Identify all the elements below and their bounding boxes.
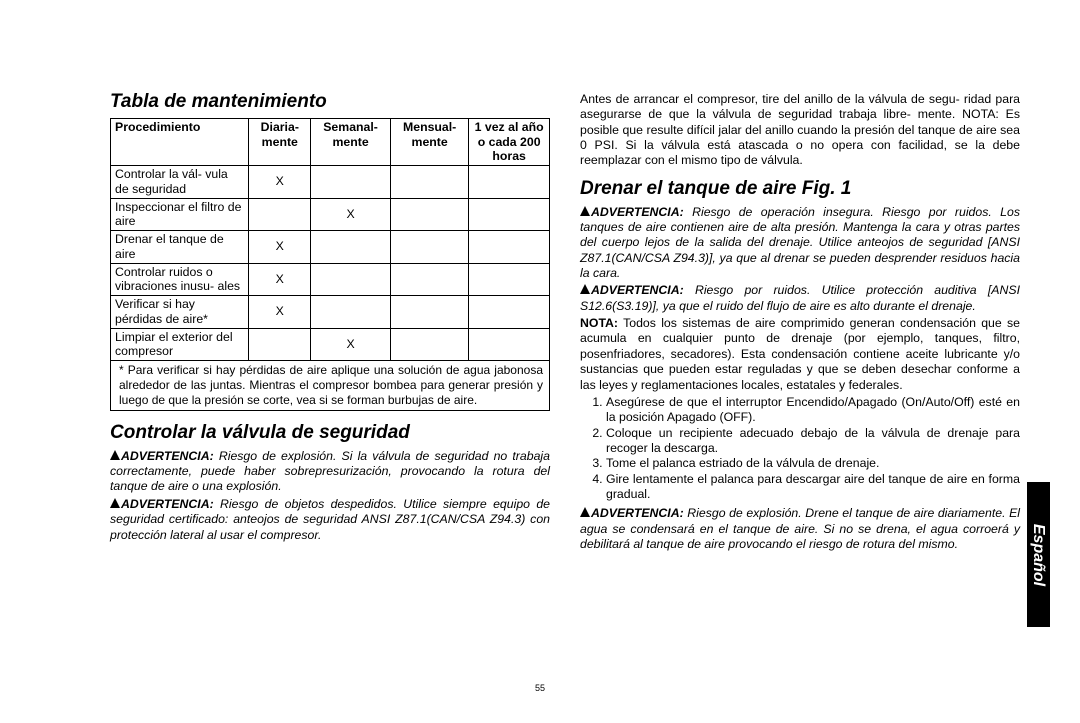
warning-label: ADVERTENCIA: (121, 497, 214, 511)
cell-weekly: X (311, 198, 391, 231)
table-row: Controlar ruidos o vibraciones inusu- al… (111, 263, 550, 296)
warning-icon (110, 498, 120, 508)
table-row: Controlar la vál- vula de seguridadX (111, 166, 550, 199)
warning-r3: ADVERTENCIA: Riesgo de explosión. Drene … (580, 506, 1020, 552)
table-row: Inspeccionar el filtro de aire X (111, 198, 550, 231)
page-number: 55 (0, 683, 1080, 693)
left-column: Tabla de mantenimiento Procedimiento Dia… (110, 90, 550, 554)
list-item: Tome el palanca estriado de la válvula d… (606, 456, 1020, 471)
th-mensual: Mensual- mente (390, 118, 468, 165)
cell-monthly (390, 328, 468, 361)
warning-icon (580, 206, 590, 216)
list-item: Asegúrese de que el interruptor Encendid… (606, 395, 1020, 426)
cell-yearly (469, 263, 550, 296)
th-procedimiento: Procedimiento (111, 118, 249, 165)
cell-proc: Drenar el tanque de aire (111, 231, 249, 264)
cell-yearly (469, 231, 550, 264)
warning-r2: ADVERTENCIA: Riesgo por ruidos. Utilice … (580, 283, 1020, 314)
cell-proc: Limpiar el exterior del compresor (111, 328, 249, 361)
nota-text: Todos los sistemas de aire comprimido ge… (580, 316, 1020, 391)
table-row: Limpiar el exterior del compresor X (111, 328, 550, 361)
warning-r1: ADVERTENCIA: Riesgo de operación insegur… (580, 205, 1020, 282)
cell-monthly (390, 263, 468, 296)
th-diaria: Diaria- mente (249, 118, 311, 165)
th-anual: 1 vez al año o cada 200 horas (469, 118, 550, 165)
cell-proc: Controlar ruidos o vibraciones inusu- al… (111, 263, 249, 296)
cell-proc: Controlar la vál- vula de seguridad (111, 166, 249, 199)
cell-yearly (469, 328, 550, 361)
cell-yearly (469, 166, 550, 199)
heading-tabla: Tabla de mantenimiento (110, 90, 550, 114)
warning-1: ADVERTENCIA: Riesgo de explosión. Si la … (110, 449, 550, 495)
warning-2: ADVERTENCIA: Riesgo de objetos despedido… (110, 497, 550, 543)
cell-monthly (390, 166, 468, 199)
cell-monthly (390, 231, 468, 264)
heading-drenar: Drenar el tanque de aire Fig. 1 (580, 177, 1020, 201)
warning-label: ADVERTENCIA: (591, 205, 684, 219)
cell-monthly (390, 296, 468, 329)
cell-daily: X (249, 296, 311, 329)
table-body: Controlar la vál- vula de seguridadXInsp… (111, 166, 550, 411)
warning-icon (580, 284, 590, 294)
page: Tabla de mantenimiento Procedimiento Dia… (0, 0, 1080, 584)
cell-weekly: X (311, 328, 391, 361)
cell-monthly (390, 198, 468, 231)
cell-daily (249, 328, 311, 361)
list-item: Coloque un recipiente adecuado debajo de… (606, 426, 1020, 457)
warning-label: ADVERTENCIA: (121, 449, 214, 463)
language-tab-label: Español (1030, 523, 1048, 585)
warning-icon (580, 507, 590, 517)
table-footnote-row: * Para verificar si hay pérdidas de aire… (111, 361, 550, 411)
warning-label: ADVERTENCIA: (591, 506, 684, 520)
right-column: Antes de arrancar el compresor, tire del… (580, 90, 1020, 554)
heading-controlar: Controlar la válvula de seguridad (110, 421, 550, 445)
cell-weekly (311, 231, 391, 264)
table-footnote: * Para verificar si hay pérdidas de aire… (111, 361, 550, 411)
language-tab: Español (1027, 482, 1050, 627)
cell-proc: Inspeccionar el filtro de aire (111, 198, 249, 231)
cell-weekly (311, 296, 391, 329)
nota-label: NOTA: (580, 316, 618, 330)
cell-daily (249, 198, 311, 231)
maintenance-table: Procedimiento Diaria- mente Semanal- men… (110, 118, 550, 411)
intro-para: Antes de arrancar el compresor, tire del… (580, 92, 1020, 169)
cell-weekly (311, 263, 391, 296)
cell-proc: Verificar si hay pérdidas de aire* (111, 296, 249, 329)
th-semanal: Semanal- mente (311, 118, 391, 165)
cell-weekly (311, 166, 391, 199)
table-row: Drenar el tanque de aireX (111, 231, 550, 264)
cell-yearly (469, 198, 550, 231)
cell-daily: X (249, 166, 311, 199)
cell-daily: X (249, 231, 311, 264)
cell-yearly (469, 296, 550, 329)
cell-daily: X (249, 263, 311, 296)
list-item: Gire lentamente el palanca para descarga… (606, 472, 1020, 503)
table-row: Verificar si hay pérdidas de aire*X (111, 296, 550, 329)
nota-para: NOTA: Todos los sistemas de aire comprim… (580, 316, 1020, 393)
warning-icon (110, 450, 120, 460)
warning-label: ADVERTENCIA: (591, 283, 684, 297)
table-header-row: Procedimiento Diaria- mente Semanal- men… (111, 118, 550, 165)
steps-list: Asegúrese de que el interruptor Encendid… (580, 395, 1020, 503)
